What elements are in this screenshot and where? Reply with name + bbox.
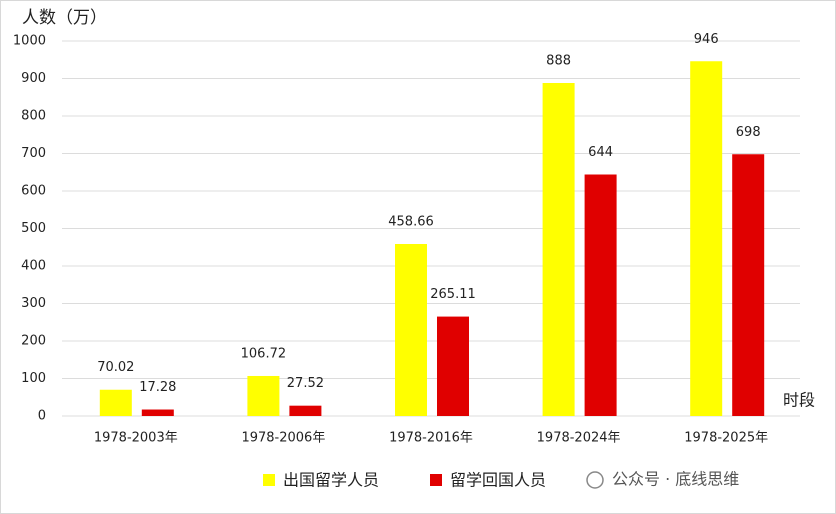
legend-swatch bbox=[430, 474, 442, 486]
legend-label: 出国留学人员 bbox=[283, 471, 379, 490]
data-label: 458.66 bbox=[388, 215, 434, 230]
data-label: 644 bbox=[588, 145, 613, 160]
legend-label: 留学回国人员 bbox=[450, 471, 546, 490]
legend-swatch bbox=[263, 474, 275, 486]
bar bbox=[437, 316, 469, 416]
bar bbox=[542, 83, 575, 416]
y-axis-label: 人数（万） bbox=[22, 8, 107, 28]
y-tick-label: 900 bbox=[21, 71, 46, 86]
bar bbox=[732, 154, 765, 416]
data-label: 698 bbox=[736, 125, 761, 140]
x-tick-label: 1978-2003年 bbox=[94, 431, 178, 446]
y-tick-label: 500 bbox=[21, 221, 46, 236]
bar bbox=[690, 61, 723, 416]
y-tick-label: 400 bbox=[21, 259, 46, 274]
y-tick-label: 600 bbox=[21, 184, 46, 199]
bar bbox=[141, 409, 174, 416]
bar bbox=[584, 174, 617, 416]
bar bbox=[395, 244, 427, 416]
y-tick-label: 0 bbox=[38, 409, 46, 424]
watermark-icon bbox=[586, 471, 604, 489]
bar bbox=[289, 405, 322, 416]
x-tick-label: 1978-2006年 bbox=[241, 431, 325, 446]
bar bbox=[247, 375, 280, 416]
data-label: 946 bbox=[694, 32, 719, 47]
data-label: 265.11 bbox=[430, 287, 476, 302]
x-tick-label: 1978-2024年 bbox=[537, 431, 621, 446]
x-axis-label: 时段 bbox=[783, 391, 815, 410]
y-tick-label: 800 bbox=[21, 109, 46, 124]
watermark: 公众号 · 底线思维 bbox=[612, 470, 739, 489]
y-tick-label: 100 bbox=[21, 371, 46, 386]
data-label: 70.02 bbox=[97, 360, 134, 375]
x-tick-label: 1978-2016年 bbox=[389, 431, 473, 446]
data-label: 17.28 bbox=[139, 380, 176, 395]
bar bbox=[99, 389, 132, 416]
y-tick-label: 200 bbox=[21, 334, 46, 349]
x-tick-label: 1978-2025年 bbox=[684, 431, 768, 446]
y-tick-label: 1000 bbox=[13, 34, 46, 49]
data-label: 888 bbox=[546, 54, 571, 69]
y-tick-label: 300 bbox=[21, 296, 46, 311]
data-label: 27.52 bbox=[287, 376, 324, 391]
y-tick-label: 700 bbox=[21, 146, 46, 161]
data-label: 106.72 bbox=[241, 346, 287, 361]
